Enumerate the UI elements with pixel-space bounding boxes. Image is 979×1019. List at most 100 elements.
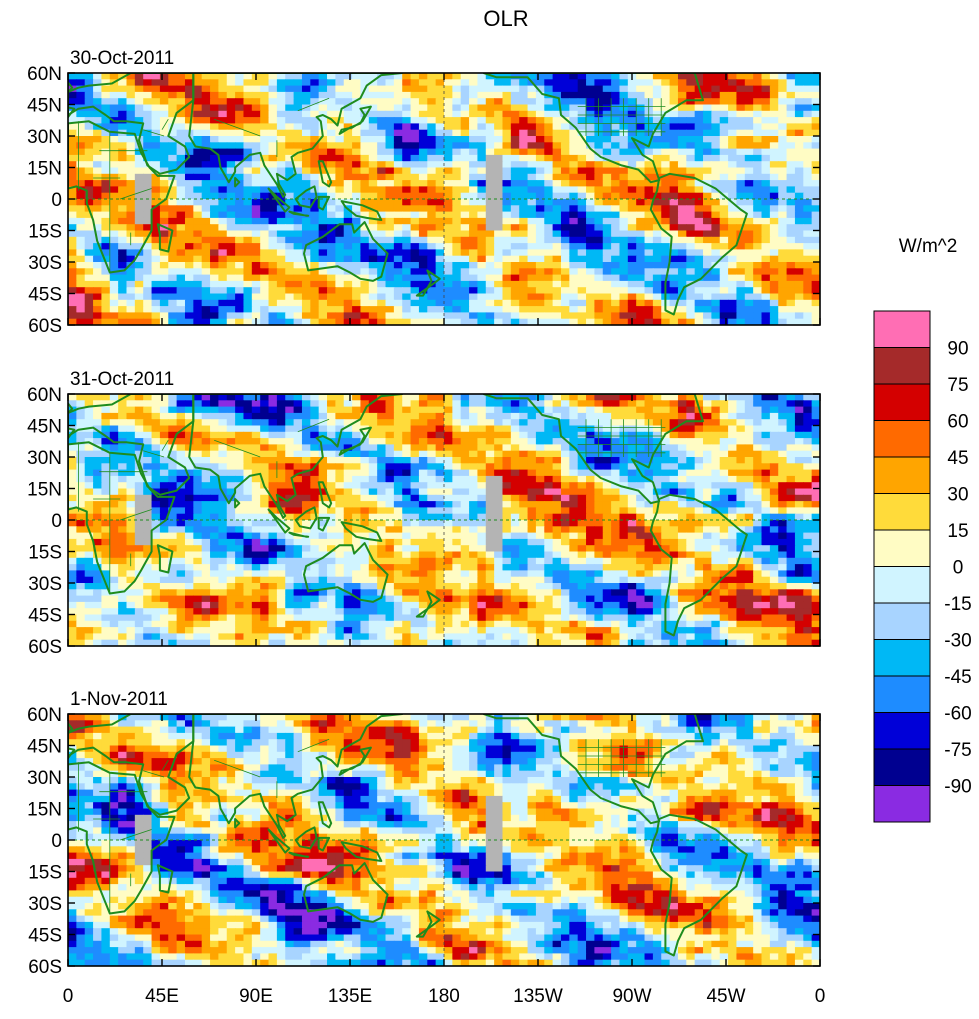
olr-cell xyxy=(553,205,562,212)
olr-cell xyxy=(745,149,754,156)
lat-tick-label: 15N xyxy=(27,159,62,180)
olr-cell xyxy=(436,457,445,464)
olr-cell xyxy=(76,482,85,489)
olr-cell xyxy=(778,407,787,414)
olr-cell xyxy=(377,463,386,470)
olr-cell xyxy=(285,73,294,80)
olr-cell xyxy=(235,130,244,137)
olr-cell xyxy=(76,287,85,294)
olr-cell xyxy=(619,312,628,319)
olr-cell xyxy=(235,111,244,118)
olr-cell xyxy=(193,243,202,250)
olr-cell xyxy=(653,262,662,269)
olr-cell xyxy=(352,294,361,301)
olr-cell xyxy=(143,105,152,112)
olr-cell xyxy=(795,287,804,294)
olr-cell xyxy=(177,294,186,301)
olr-cell xyxy=(152,407,161,414)
olr-cell xyxy=(243,105,252,112)
olr-cell xyxy=(260,413,269,420)
olr-cell xyxy=(277,161,286,168)
olr-cell xyxy=(787,142,796,149)
olr-cell xyxy=(678,457,687,464)
olr-cell xyxy=(636,79,645,86)
olr-cell xyxy=(210,407,219,414)
olr-cell xyxy=(686,400,695,407)
olr-cell xyxy=(411,155,420,162)
olr-cell xyxy=(736,476,745,483)
olr-cell xyxy=(360,155,369,162)
olr-cell xyxy=(803,413,812,420)
olr-cell xyxy=(101,413,110,420)
olr-cell xyxy=(670,268,679,275)
olr-cell xyxy=(661,312,670,319)
olr-cell xyxy=(452,86,461,93)
olr-cell xyxy=(260,205,269,212)
olr-cell xyxy=(711,419,720,426)
olr-cell xyxy=(85,394,94,401)
olr-cell xyxy=(218,262,227,269)
olr-cell xyxy=(101,199,110,206)
olr-cell xyxy=(670,438,679,445)
olr-cell xyxy=(210,237,219,244)
olr-cell xyxy=(227,205,236,212)
olr-cell xyxy=(285,407,294,414)
olr-cell xyxy=(787,130,796,137)
olr-cell xyxy=(469,174,478,181)
olr-cell xyxy=(469,470,478,477)
olr-cell xyxy=(227,470,236,477)
olr-cell xyxy=(544,407,553,414)
olr-cell xyxy=(461,111,470,118)
olr-cell xyxy=(252,237,261,244)
olr-cell xyxy=(302,73,311,80)
olr-cell xyxy=(561,123,570,130)
chart-title: OLR xyxy=(483,6,528,31)
olr-cell xyxy=(728,136,737,143)
olr-cell xyxy=(202,394,211,401)
olr-cell xyxy=(452,281,461,288)
olr-cell xyxy=(544,256,553,263)
olr-cell xyxy=(235,224,244,231)
olr-cell xyxy=(135,300,144,307)
olr-cell xyxy=(502,457,511,464)
olr-cell xyxy=(778,268,787,275)
olr-cell xyxy=(636,98,645,105)
olr-cell xyxy=(611,111,620,118)
olr-cell xyxy=(152,155,161,162)
olr-cell xyxy=(586,476,595,483)
olr-cell xyxy=(686,155,695,162)
olr-cell xyxy=(494,117,503,124)
olr-cell xyxy=(678,180,687,187)
olr-cell xyxy=(360,180,369,187)
olr-cell xyxy=(327,79,336,86)
olr-cell xyxy=(302,294,311,301)
olr-cell xyxy=(753,86,762,93)
olr-cell xyxy=(653,155,662,162)
olr-cell xyxy=(678,168,687,175)
olr-cell xyxy=(386,86,395,93)
olr-cell xyxy=(686,419,695,426)
olr-cell xyxy=(661,249,670,256)
olr-cell xyxy=(402,419,411,426)
olr-cell xyxy=(778,237,787,244)
olr-cell xyxy=(795,400,804,407)
olr-cell xyxy=(569,294,578,301)
olr-cell xyxy=(753,451,762,458)
olr-cell xyxy=(536,186,545,193)
olr-cell xyxy=(753,457,762,464)
olr-cell xyxy=(310,275,319,282)
olr-cell xyxy=(603,432,612,439)
olr-cell xyxy=(569,407,578,414)
olr-cell xyxy=(168,79,177,86)
olr-cell xyxy=(703,155,712,162)
olr-cell xyxy=(411,79,420,86)
olr-cell xyxy=(469,312,478,319)
olr-cell xyxy=(377,123,386,130)
olr-cell xyxy=(461,256,470,263)
olr-cell xyxy=(653,306,662,313)
olr-cell xyxy=(93,287,102,294)
olr-cell xyxy=(486,256,495,263)
olr-cell xyxy=(210,281,219,288)
olr-cell xyxy=(427,476,436,483)
olr-cell xyxy=(628,149,637,156)
